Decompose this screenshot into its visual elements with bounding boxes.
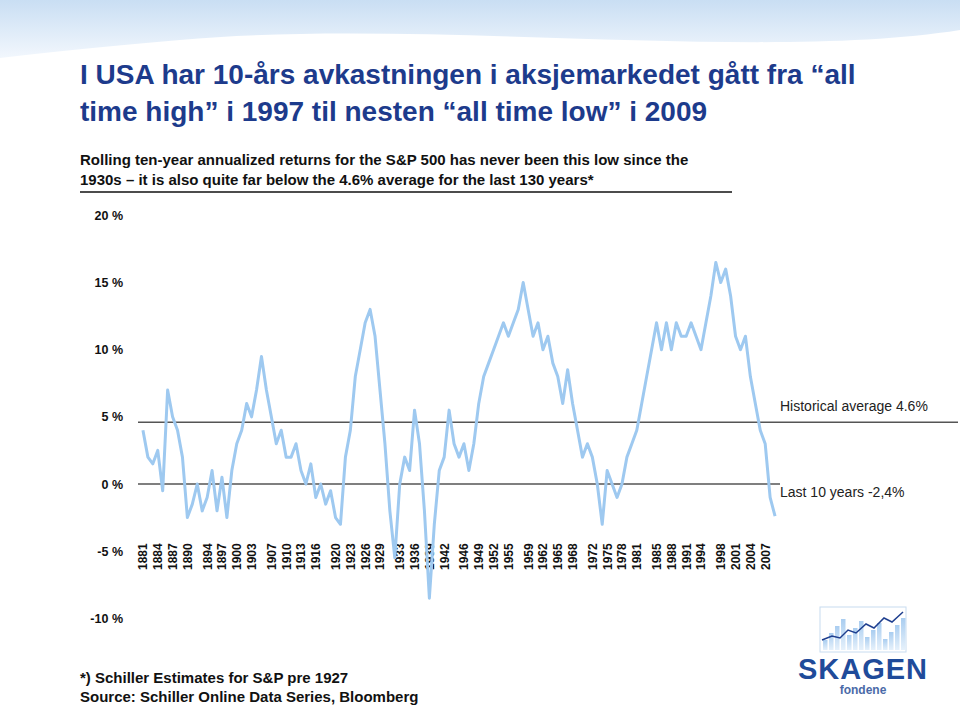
x-tick-label: 1923 bbox=[344, 543, 358, 570]
x-tick-label: 1972 bbox=[586, 543, 600, 570]
subtitle-rule bbox=[80, 191, 732, 193]
subtitle: Rolling ten-year annualized returns for … bbox=[80, 151, 688, 168]
return-line bbox=[143, 262, 775, 598]
x-tick-label: 1929 bbox=[373, 543, 387, 570]
x-tick-label: 1887 bbox=[166, 543, 180, 570]
x-tick-label: 1936 bbox=[408, 543, 422, 570]
y-tick-label: 20 % bbox=[95, 209, 124, 223]
y-tick-label: -10 % bbox=[90, 612, 123, 626]
x-tick-label: 1991 bbox=[680, 543, 694, 570]
x-tick-label: 1988 bbox=[665, 543, 679, 570]
logo-line bbox=[822, 612, 903, 640]
plot bbox=[143, 262, 775, 598]
logo: SKAGENfondene bbox=[798, 607, 928, 697]
page: I USA har 10-års avkastningen i aksjemar… bbox=[0, 0, 960, 707]
x-tick-label: 2004 bbox=[744, 543, 758, 570]
title: time high” i 1997 til nesten “all time l… bbox=[80, 96, 707, 127]
x-tick-label: 1962 bbox=[536, 543, 550, 570]
x-tick-label: 2007 bbox=[759, 543, 773, 570]
x-tick-label: 1894 bbox=[201, 543, 215, 570]
logo-bar bbox=[889, 632, 894, 650]
annotation: Last 10 years -2,4% bbox=[780, 484, 905, 500]
average-line bbox=[138, 421, 958, 423]
footnote: Source: Schiller Online Data Series, Blo… bbox=[80, 688, 418, 705]
x-tick-label: 1884 bbox=[151, 543, 165, 570]
y-tick-label: 5 % bbox=[101, 410, 123, 424]
logo-box bbox=[820, 607, 906, 652]
x-tick-label: 1910 bbox=[280, 543, 294, 570]
x-tick-label: 1900 bbox=[230, 543, 244, 570]
x-tick-label: 1939 bbox=[423, 543, 437, 570]
y-tick-label: -5 % bbox=[97, 545, 123, 559]
x-tick-label: 1959 bbox=[522, 543, 536, 570]
x-tick-label: 1913 bbox=[294, 543, 308, 570]
x-tick-label: 1942 bbox=[438, 543, 452, 570]
footnote: *) Schiller Estimates for S&P pre 1927 bbox=[80, 669, 348, 686]
x-tick-label: 1920 bbox=[329, 543, 343, 570]
annotation: Historical average 4.6% bbox=[780, 398, 928, 414]
x-tick-label: 1949 bbox=[472, 543, 486, 570]
x-tick-label: 1890 bbox=[181, 543, 195, 570]
logo-sub: fondene bbox=[840, 683, 887, 697]
x-tick-label: 1926 bbox=[359, 543, 373, 570]
x-tick-label: 2001 bbox=[729, 543, 743, 570]
logo-bar bbox=[877, 623, 882, 650]
x-tick-label: 1978 bbox=[615, 543, 629, 570]
logo-bar bbox=[859, 621, 864, 650]
x-tick-label: 1907 bbox=[265, 543, 279, 570]
x-tick-label: 1946 bbox=[457, 543, 471, 570]
x-tick-label: 1965 bbox=[551, 543, 565, 570]
x-tick-label: 1968 bbox=[566, 543, 580, 570]
x-tick-label: 1903 bbox=[245, 543, 259, 570]
x-tick-label: 1981 bbox=[630, 543, 644, 570]
logo-bar bbox=[871, 630, 876, 650]
x-tick-label: 1998 bbox=[714, 543, 728, 570]
logo-bar bbox=[865, 637, 870, 650]
y-tick-label: 15 % bbox=[95, 276, 124, 290]
logo-bar bbox=[895, 625, 900, 650]
x-tick-label: 1955 bbox=[502, 543, 516, 570]
x-axis bbox=[138, 483, 780, 485]
title: I USA har 10-års avkastningen i aksjemar… bbox=[80, 59, 856, 90]
x-tick-label: 1994 bbox=[694, 543, 708, 570]
x-tick-label: 1916 bbox=[309, 543, 323, 570]
x-tick-label: 1975 bbox=[601, 543, 615, 570]
logo-bar bbox=[847, 635, 852, 650]
y-tick-label: 10 % bbox=[95, 343, 124, 357]
logo-bar bbox=[901, 618, 906, 650]
x-tick-label: 1897 bbox=[215, 543, 229, 570]
logo-name: SKAGEN bbox=[798, 653, 928, 685]
x-tick-label: 1881 bbox=[136, 543, 150, 570]
y-tick-label: 0 % bbox=[101, 478, 123, 492]
banner bbox=[0, 0, 960, 58]
logo-bar bbox=[823, 640, 828, 650]
x-tick-label: 1985 bbox=[650, 543, 664, 570]
subtitle: 1930s – it is also quite far below the 4… bbox=[80, 171, 594, 188]
x-tick-label: 1952 bbox=[487, 543, 501, 570]
logo-bar bbox=[883, 639, 888, 650]
